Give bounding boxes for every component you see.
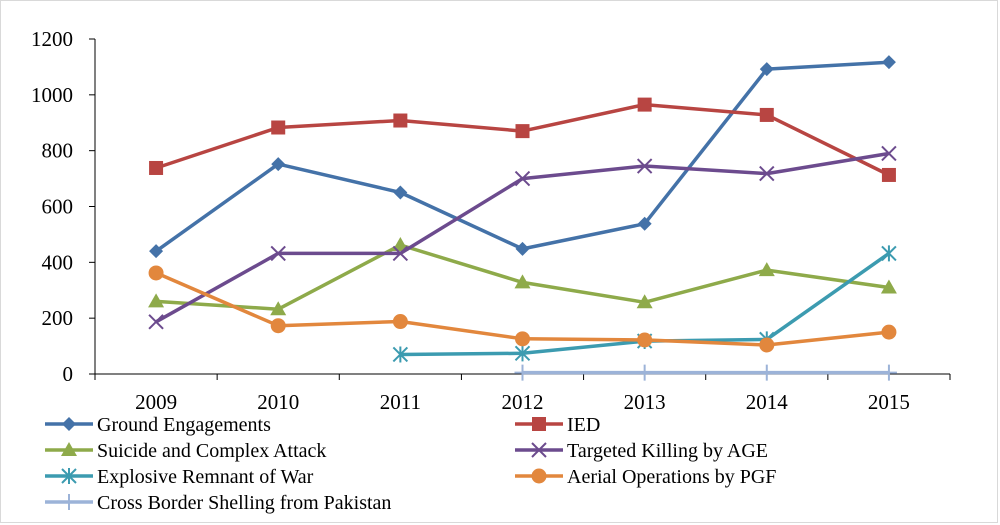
- legend-swatch-marker: [61, 442, 77, 456]
- legend-label: Targeted Killing by AGE: [567, 440, 768, 462]
- data-point: [881, 145, 897, 162]
- data-point: [392, 314, 408, 330]
- data-point: [880, 279, 897, 294]
- data-point: [514, 274, 531, 289]
- legend-item-ground-engagements: Ground Engagements: [45, 414, 271, 436]
- legend-item-suicide-and-complex-attack: Suicide and Complex Attack: [45, 440, 326, 462]
- series-targeted-killing-by-age: [148, 145, 897, 330]
- data-point: [881, 324, 897, 340]
- legend-swatch-marker: [532, 417, 546, 431]
- data-point: [881, 167, 896, 182]
- data-point: [514, 364, 531, 381]
- x-tick-label: 2011: [380, 390, 421, 414]
- x-tick-label: 2009: [135, 390, 177, 414]
- series-line: [155, 60, 889, 253]
- data-point: [148, 265, 164, 281]
- legend-swatch-marker: [531, 468, 547, 484]
- legend: Ground Engagements IED Suicide and Complex…: [45, 414, 776, 514]
- data-point: [392, 245, 409, 262]
- series-ground-engagements: [149, 55, 896, 259]
- y-tick-label: 1000: [31, 83, 73, 107]
- data-point: [637, 97, 652, 112]
- data-point: [880, 364, 897, 381]
- data-point: [637, 216, 652, 231]
- y-tick-label: 0: [63, 362, 74, 386]
- data-point: [759, 107, 774, 122]
- chart-axes: 0 200 400 600 800 1000 1200 2009 2010 2011 2012 201…: [31, 27, 951, 414]
- data-point: [270, 318, 286, 334]
- series-cross-border-shelling-from-pakistan: [514, 364, 897, 381]
- data-point: [392, 237, 409, 252]
- legend-label: Explosive Remnant of War: [97, 466, 314, 488]
- data-point: [636, 158, 653, 174]
- y-tick-label: 600: [42, 195, 74, 219]
- data-point: [393, 113, 408, 128]
- series-line: [155, 102, 890, 177]
- legend-swatch-marker: [531, 442, 547, 458]
- data-point: [637, 332, 653, 348]
- legend-label: IED: [567, 414, 600, 436]
- series-layer: [148, 55, 897, 381]
- data-point: [636, 364, 653, 381]
- y-tick-label: 400: [42, 250, 74, 274]
- legend-item-aerial-operations-by-pgf: Aerial Operations by PGF: [515, 466, 776, 488]
- data-point: [758, 364, 775, 381]
- x-tick-label: 2015: [868, 390, 910, 414]
- legend-item-cross-border-shelling-from-pakistan: Cross Border Shelling from Pakistan: [45, 492, 391, 514]
- series-suicide-and-complex-attack: [148, 237, 897, 316]
- legend-label: Suicide and Complex Attack: [97, 440, 326, 462]
- legend-item-explosive-remnant-of-war: Explosive Remnant of War: [45, 466, 314, 488]
- data-point: [270, 245, 286, 262]
- legend-label: Cross Border Shelling from Pakistan: [97, 492, 391, 514]
- data-point: [514, 345, 531, 362]
- data-point: [148, 314, 164, 330]
- data-point: [515, 331, 530, 347]
- legend-label: Aerial Operations by PGF: [567, 466, 776, 488]
- data-point: [758, 262, 775, 277]
- x-tick-label: 2012: [502, 390, 544, 414]
- legend-item-ied: IED: [515, 414, 600, 436]
- data-point: [515, 124, 530, 139]
- data-point: [759, 337, 775, 353]
- data-point: [759, 165, 775, 182]
- x-tick-label: 2010: [257, 390, 299, 414]
- data-point: [515, 241, 530, 256]
- data-point: [881, 55, 896, 70]
- legend-swatch-marker: [62, 417, 76, 431]
- y-tick-label: 1200: [31, 27, 73, 51]
- legend-item-targeted-killing-by-age: Targeted Killing by AGE: [515, 440, 768, 462]
- data-point: [881, 245, 897, 262]
- x-tick-label: 2013: [624, 390, 666, 414]
- series-aerial-operations-by-pgf: [148, 265, 897, 353]
- x-tick-label: 2014: [746, 390, 789, 414]
- data-point: [636, 294, 653, 309]
- data-point: [270, 301, 287, 316]
- data-point: [271, 120, 286, 135]
- data-point: [393, 185, 408, 200]
- series-ied: [149, 97, 896, 182]
- data-point: [514, 170, 531, 187]
- y-tick-label: 800: [42, 139, 74, 163]
- data-point: [759, 62, 774, 77]
- legend-swatch-marker: [61, 468, 77, 484]
- data-point: [148, 293, 165, 308]
- data-point: [149, 244, 164, 259]
- data-point: [149, 160, 164, 175]
- data-point: [271, 157, 286, 172]
- legend-label: Ground Engagements: [97, 414, 271, 436]
- legend-swatch-marker: [61, 494, 77, 510]
- data-point: [392, 346, 409, 363]
- y-tick-label: 200: [42, 306, 74, 330]
